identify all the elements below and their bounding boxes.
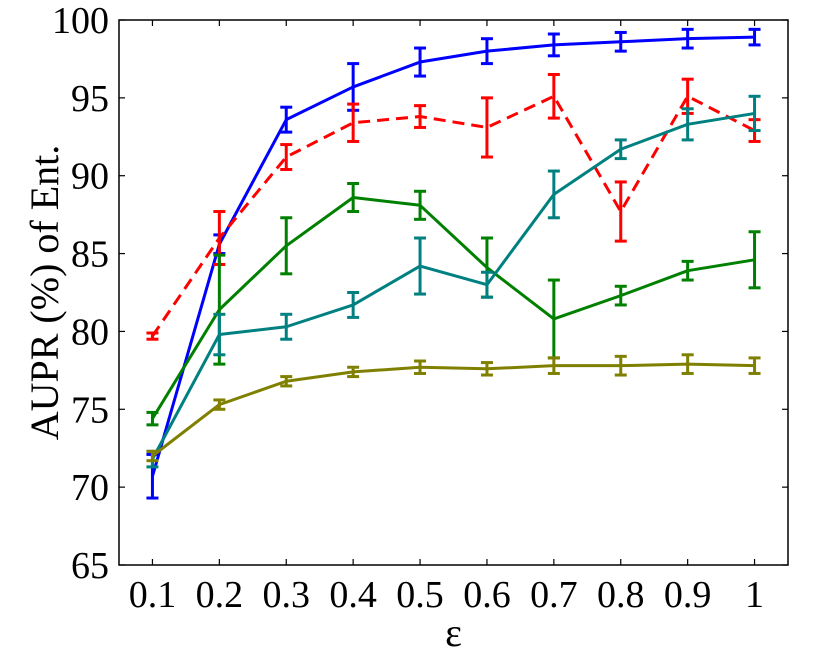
x-tick-label: 0.8: [597, 574, 645, 616]
error-bar: [414, 104, 427, 129]
y-tick-label: 80: [71, 311, 109, 353]
x-tick-label: 0.7: [530, 574, 578, 616]
x-tick-label: 0.6: [463, 574, 511, 616]
y-tick-label: 90: [71, 156, 109, 198]
x-tick-label: 1: [745, 574, 764, 616]
x-tick-label: 0.1: [129, 574, 177, 616]
error-bar: [681, 259, 694, 282]
x-tick-label: 0.2: [196, 574, 244, 616]
error-bar: [681, 27, 694, 50]
series-line: [151, 362, 755, 458]
error-bar: [347, 365, 360, 379]
error-bar: [547, 73, 560, 120]
series-line: [151, 196, 755, 420]
error-bar: [681, 107, 694, 142]
error-bar: [414, 236, 427, 296]
x-tick-label: 0.9: [664, 574, 712, 616]
error-bar: [280, 143, 293, 171]
y-axis-label: AUPR (%) of Ent.: [22, 145, 67, 441]
series-1: [146, 27, 761, 500]
error-bar: [614, 138, 627, 161]
error-bar: [480, 270, 493, 299]
series-2: [146, 73, 761, 341]
x-axis-label: ε: [445, 610, 462, 652]
y-tick-label: 75: [71, 389, 109, 431]
series-3: [146, 182, 761, 427]
error-bar: [614, 180, 627, 243]
error-bar: [681, 353, 694, 375]
y-tick-label: 70: [71, 467, 109, 509]
series-line: [151, 94, 756, 337]
y-tick-label: 100: [52, 0, 109, 42]
error-bar: [748, 356, 761, 375]
series-line: [151, 111, 755, 460]
series-line: [151, 35, 755, 477]
error-bar: [480, 37, 493, 66]
tick-layer: 0.1 0.2 0.3 0.4 0.5 0.6 0.7 0.8 0.9 1 65 70 75 80 85 90…: [52, 0, 788, 616]
plot-frame: [118, 19, 789, 566]
error-bar: [547, 356, 560, 375]
error-bar: [614, 30, 627, 53]
error-bar: [280, 312, 293, 341]
error-bar: [480, 96, 493, 159]
series-layer: [146, 27, 761, 500]
error-bar: [347, 291, 360, 319]
error-bar: [146, 449, 159, 463]
error-bar: [547, 32, 560, 58]
y-tick-label: 95: [71, 78, 109, 120]
error-bar: [280, 375, 293, 388]
x-tick-label: 0.3: [263, 574, 311, 616]
error-bar: [280, 105, 293, 134]
error-bar: [213, 312, 226, 357]
error-bar: [146, 410, 159, 427]
error-bar: [347, 182, 360, 214]
error-bar: [480, 361, 493, 377]
error-bar: [213, 398, 226, 411]
y-tick-label: 65: [71, 545, 109, 587]
error-bar: [280, 216, 293, 276]
error-bar: [414, 189, 427, 221]
error-bar: [614, 354, 627, 377]
x-tick-label: 0.4: [329, 574, 377, 616]
y-tick-label: 85: [71, 234, 109, 276]
error-bar: [748, 94, 761, 133]
error-bar: [414, 359, 427, 375]
x-tick-label: 0.5: [396, 574, 444, 616]
series-5: [146, 353, 761, 463]
error-bar: [748, 230, 761, 290]
error-bar: [414, 46, 427, 78]
series-4: [146, 94, 761, 469]
error-bar: [146, 331, 159, 341]
error-bar: [614, 284, 627, 307]
error-bar: [547, 169, 560, 220]
error-bar: [748, 27, 761, 47]
error-bar: [347, 102, 360, 143]
